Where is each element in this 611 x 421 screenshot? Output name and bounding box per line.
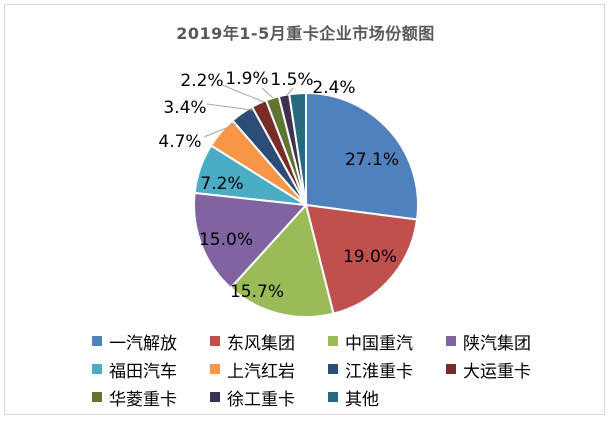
legend-swatch [92,392,102,402]
pie-slice [304,203,419,315]
chart-title: 2019年1-5月重卡企业市场份额图 [176,24,435,43]
data-label: 15.7% [230,282,284,302]
legend-item: 大运重卡 [446,358,564,382]
legend-swatch [446,364,456,374]
legend-swatch [328,364,338,374]
data-label: 27.1% [345,150,399,170]
legend-label: 大运重卡 [463,361,531,382]
legend-item: 江淮重卡 [328,358,446,382]
legend-swatch [92,364,102,374]
legend-item: 一汽解放 [92,330,210,354]
legend-swatch [328,336,338,346]
leader-line [221,84,265,103]
legend-label: 华菱重卡 [109,389,177,410]
legend-label: 上汽红岩 [227,361,295,382]
legend-swatch [210,392,220,402]
legend-item: 福田汽车 [92,358,210,382]
pie-slice [229,202,335,318]
legend-label: 福田汽车 [109,361,177,382]
pie-slice [193,191,309,290]
data-label: 2.4% [312,78,355,98]
leader-lines [203,84,294,138]
legend-swatch [210,336,220,346]
legend-label: 徐工重卡 [227,389,295,410]
legend-label: 东风集团 [227,333,295,354]
leader-line [261,87,274,99]
legend-swatch [210,364,220,374]
legend-item: 中国重汽 [328,330,446,354]
data-label: 19.0% [343,247,397,267]
legend-swatch [92,336,102,346]
pie-slices [193,91,419,318]
legend-label: 陕汽集团 [463,333,531,354]
legend-item: 陕汽集团 [446,330,564,354]
pie-slice [305,91,419,221]
data-label: 1.5% [270,70,313,90]
legend-label: 江淮重卡 [345,361,413,382]
data-label: 4.7% [158,132,201,152]
data-label: 1.9% [225,69,268,89]
legend-item: 上汽红岩 [210,358,328,382]
legend-swatch [328,392,338,402]
leader-line [286,87,294,96]
legend: 一汽解放 东风集团 中国重汽 陕汽集团福田汽车 上汽红岩 江淮重卡 大运重卡华菱重卡 徐工重卡… [92,330,572,410]
legend-item: 东风集团 [210,330,328,354]
legend-item: 华菱重卡 [92,386,210,410]
legend-swatch [446,336,456,346]
legend-label: 一汽解放 [109,333,177,354]
legend-label: 中国重汽 [345,333,413,354]
data-labels: 27.1% 19.0% 15.7% 15.0% 7.2% 4.7% 3.4% 2.2% 1.9%… [158,69,399,302]
pie-slice [288,91,307,206]
legend-item: 其他 [328,386,446,410]
legend-label: 其他 [345,389,379,410]
legend-item: 徐工重卡 [210,386,328,410]
leader-line [206,103,253,111]
leader-line [203,123,237,138]
data-label: 7.2% [200,174,243,194]
data-label: 2.2% [180,71,223,91]
data-label: 15.0% [199,230,253,250]
data-label: 3.4% [163,98,206,118]
